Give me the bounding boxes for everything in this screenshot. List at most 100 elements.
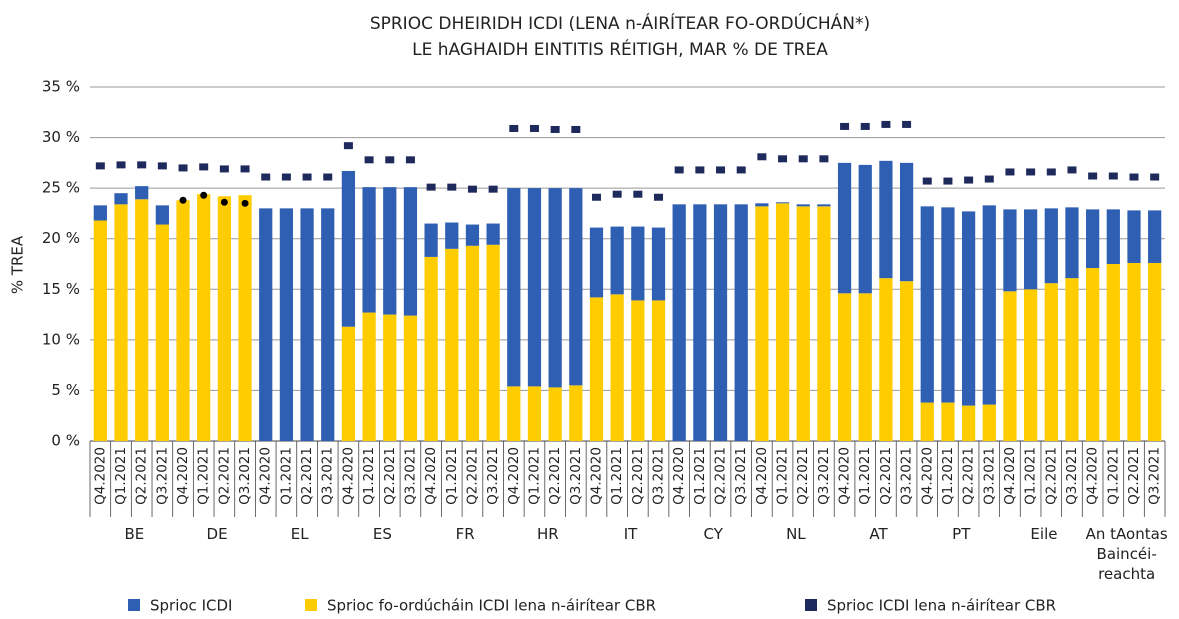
y-tick-label: 10 % — [42, 330, 80, 348]
x-tick-label: Q3.2021 — [1064, 447, 1080, 505]
marker — [1108, 172, 1118, 180]
x-tick-label: Q1.2021 — [609, 447, 625, 505]
marker — [943, 177, 953, 185]
x-tick-label: Q4.2020 — [1085, 447, 1101, 505]
bar — [114, 193, 128, 205]
bar — [465, 224, 480, 246]
bar — [548, 387, 562, 441]
bar — [403, 187, 418, 316]
x-tick-label: Q2.2021 — [1043, 447, 1059, 505]
y-tick-label: 15 % — [42, 280, 80, 298]
bar — [1024, 289, 1038, 441]
bar — [1127, 210, 1141, 263]
bar — [941, 402, 955, 441]
marker — [716, 166, 726, 174]
bar — [135, 186, 149, 200]
bar — [1127, 262, 1141, 441]
bar — [445, 248, 459, 441]
bar — [486, 244, 500, 441]
marker — [736, 166, 746, 174]
x-tick-label: Q3.2021 — [485, 447, 501, 505]
marker — [405, 156, 415, 164]
marker — [902, 120, 912, 128]
marker — [778, 155, 788, 163]
bar — [300, 208, 314, 441]
bar — [362, 187, 376, 313]
chart-title: SPRIOC DHEIRIDH ICDI (LENA n-ÁIRÍTEAR FO… — [370, 12, 870, 34]
bar — [135, 199, 149, 441]
legend-label: Sprioc ICDI lena n-áirítear CBR — [827, 597, 1056, 615]
x-tick-label: Q4.2020 — [588, 447, 604, 505]
bar — [631, 300, 645, 441]
group-label: ES — [372, 525, 392, 543]
bar — [982, 404, 996, 441]
bar — [755, 203, 769, 207]
x-tick-label: Q2.2021 — [1126, 447, 1142, 505]
y-tick-label: 25 % — [42, 179, 80, 197]
x-tick-label: Q2.2021 — [961, 447, 977, 505]
marker — [633, 190, 643, 198]
bar — [569, 385, 583, 441]
marker — [467, 185, 477, 193]
bar — [755, 206, 769, 441]
bar — [1044, 208, 1058, 284]
bar — [1044, 283, 1058, 441]
marker — [819, 155, 829, 163]
marker — [179, 196, 187, 204]
marker — [1088, 172, 1098, 180]
bar — [424, 256, 438, 441]
y-tick-label: 35 % — [42, 78, 80, 96]
bar — [920, 206, 934, 403]
x-tick-label: Q3.2021 — [154, 447, 170, 505]
bar — [424, 223, 438, 257]
bar — [941, 207, 955, 403]
bar — [961, 211, 976, 406]
marker — [178, 164, 188, 172]
x-tick-label: Q4.2020 — [1002, 447, 1018, 505]
bar — [1003, 291, 1017, 441]
x-tick-label: Q1.2021 — [775, 447, 791, 505]
x-tick-label: Q2.2021 — [464, 447, 480, 505]
marker — [571, 125, 581, 133]
chart-title: LE hAGHAIDH EINTITIS RÉITIGH, MAR % DE T… — [412, 38, 828, 60]
marker — [984, 175, 994, 183]
bar — [693, 204, 707, 441]
marker — [447, 183, 457, 191]
x-tick-label: Q3.2021 — [733, 447, 749, 505]
marker — [343, 142, 353, 150]
x-tick-label: Q1.2021 — [1023, 447, 1039, 505]
legend-label: Sprioc ICDI — [150, 597, 232, 615]
marker — [674, 166, 684, 174]
bar — [93, 205, 107, 221]
bar — [899, 162, 914, 282]
x-tick-label: Q4.2020 — [258, 447, 274, 505]
bar — [982, 205, 996, 405]
marker — [1046, 168, 1056, 176]
bar — [817, 204, 831, 207]
marker — [488, 185, 498, 193]
group-label: NL — [786, 525, 806, 543]
bar — [713, 204, 728, 441]
bar — [1065, 278, 1079, 441]
x-tick-label: Q1.2021 — [857, 447, 873, 505]
x-tick-label: Q3.2021 — [899, 447, 915, 505]
bar — [610, 226, 624, 295]
bar — [569, 188, 583, 386]
marker — [860, 122, 870, 130]
bar — [362, 312, 376, 441]
bar — [465, 245, 480, 441]
marker — [241, 199, 249, 207]
bar — [796, 204, 810, 207]
marker — [302, 173, 312, 181]
y-tick-label: 20 % — [42, 229, 80, 247]
marker — [1005, 168, 1015, 176]
marker — [1129, 173, 1139, 181]
bar — [961, 405, 976, 441]
marker — [1026, 168, 1036, 176]
x-tick-label: Q4.2020 — [837, 447, 853, 505]
marker — [840, 122, 850, 130]
bar — [672, 204, 686, 441]
bar — [775, 202, 790, 204]
bar — [341, 326, 356, 441]
